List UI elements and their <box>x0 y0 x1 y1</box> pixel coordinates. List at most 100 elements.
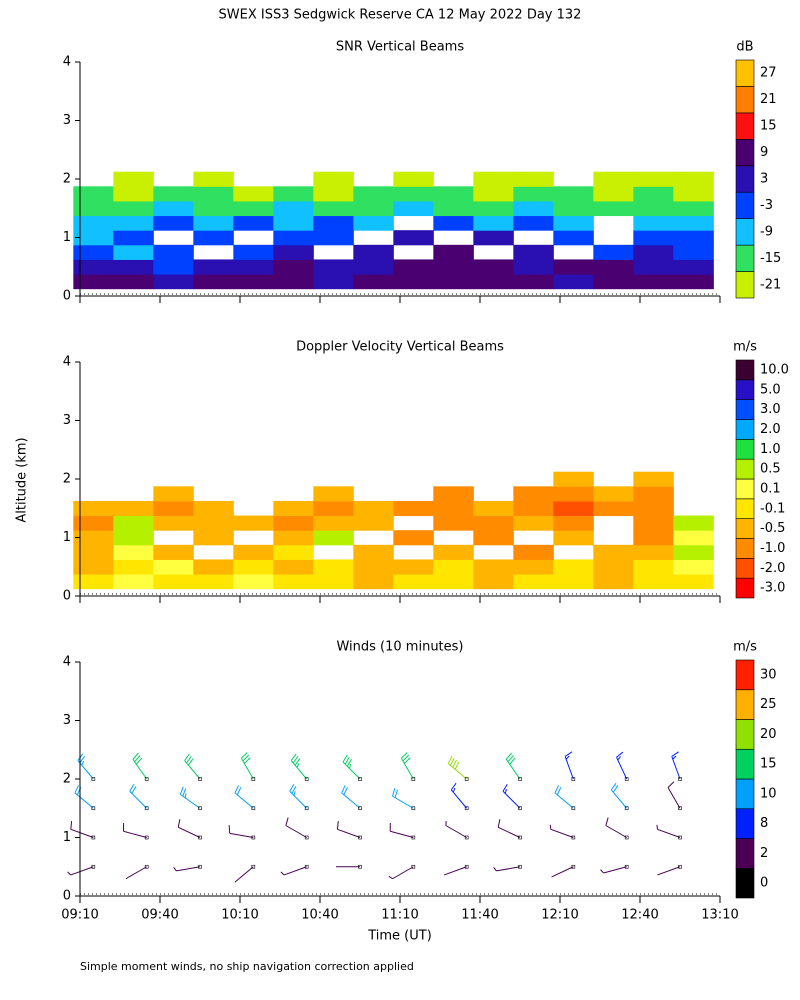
heat-cell <box>73 244 114 260</box>
heat-cell <box>553 515 594 531</box>
y-tick-label: 0 <box>63 289 71 304</box>
colorbar-label: -0.5 <box>760 521 785 536</box>
heat-cell <box>273 215 314 231</box>
colorbar-box <box>735 719 755 750</box>
barb-base <box>358 777 362 781</box>
barb-base <box>518 864 522 869</box>
heat-cell <box>553 486 594 502</box>
heat-cell <box>353 559 394 575</box>
heat-cell <box>673 574 714 590</box>
barb-base <box>411 864 416 869</box>
heat-cell <box>313 274 354 290</box>
heat-cell <box>273 515 314 531</box>
heat-cell <box>393 574 434 590</box>
wind-barb <box>341 785 361 809</box>
barb-base <box>304 806 309 811</box>
panel-title: Winds (10 minutes) <box>336 640 463 655</box>
footnote: Simple moment winds, no ship navigation … <box>80 960 414 973</box>
colorbar-unit: m/s <box>733 640 757 655</box>
heat-cell <box>553 559 594 575</box>
barb-base <box>571 835 576 840</box>
wind-barb <box>74 785 94 809</box>
wind-barb <box>447 755 467 780</box>
heat-cell <box>593 544 634 560</box>
heat-cell <box>193 559 234 575</box>
heat-cell <box>513 200 554 217</box>
heat-cell <box>473 230 514 246</box>
heat-cell <box>633 500 674 517</box>
barb-base <box>304 835 309 840</box>
heat-cell <box>193 215 234 231</box>
barb-base <box>358 835 362 840</box>
barb-base <box>91 864 96 869</box>
heat-cell <box>473 259 514 275</box>
heat-cell <box>233 200 274 217</box>
heat-cell <box>273 500 314 517</box>
x-tick-label: 12:10 <box>541 908 578 923</box>
heat-cell <box>193 200 234 217</box>
y-axis-label: Altitude (km) <box>15 437 30 522</box>
barb-base <box>518 835 522 840</box>
heat-cell <box>433 259 474 275</box>
colorbar-label: 15 <box>760 119 777 134</box>
colorbar-box <box>735 191 755 219</box>
wind-barb <box>549 824 574 838</box>
colorbar-label: 0.1 <box>760 481 781 496</box>
heat-cell <box>353 574 394 590</box>
heat-cell <box>513 574 554 590</box>
wind-barb <box>505 752 521 780</box>
colorbar-box <box>735 359 755 381</box>
heat-cell <box>513 500 554 517</box>
heat-cell <box>553 500 594 517</box>
y-tick-label: 4 <box>63 55 71 70</box>
heat-cell <box>153 259 194 275</box>
heat-cell <box>593 171 634 187</box>
heat-cell <box>513 186 554 202</box>
wind-barb <box>657 866 681 876</box>
heat-cell <box>273 259 314 275</box>
y-tick-label: 0 <box>63 889 71 904</box>
heat-cell <box>113 171 154 187</box>
wind-barb <box>667 781 681 809</box>
heat-cell <box>353 544 394 560</box>
heat-cell <box>313 500 354 517</box>
heat-cell <box>313 530 354 546</box>
barb-base <box>91 806 96 811</box>
heat-cell <box>513 274 554 290</box>
heat-cell <box>513 259 554 275</box>
heat-cell <box>433 515 474 531</box>
colorbar-box <box>735 399 755 420</box>
heat-cell <box>193 500 234 517</box>
heat-cell <box>113 215 154 231</box>
heat-cell <box>113 244 154 260</box>
y-tick-label: 2 <box>63 472 71 487</box>
wind-barb <box>173 866 201 872</box>
page-title: SWEX ISS3 Sedgwick Reserve CA 12 May 202… <box>219 8 582 23</box>
wind-barb <box>392 788 414 809</box>
colorbar-box <box>735 689 755 720</box>
colorbar-box <box>735 518 755 539</box>
heat-cell <box>633 530 674 546</box>
barb-base <box>411 777 416 781</box>
barb-base <box>251 777 256 781</box>
colorbar-label: 15 <box>760 757 777 772</box>
heat-cell <box>433 544 474 560</box>
barb-base <box>251 835 256 840</box>
y-tick-label: 4 <box>63 655 71 670</box>
heat-cell <box>553 186 594 202</box>
heat-cell <box>153 244 194 260</box>
heat-cell <box>393 274 434 290</box>
heat-cell <box>473 559 514 575</box>
heat-cell <box>633 471 674 487</box>
colorbar-label: -3 <box>760 198 773 213</box>
wind-barb <box>388 866 414 880</box>
heat-cell <box>553 274 594 290</box>
x-tick-label: 11:10 <box>381 908 418 923</box>
heat-cell <box>553 574 594 590</box>
heat-cell <box>113 259 154 275</box>
heat-cell <box>273 574 314 590</box>
colorbar-label: 1.0 <box>760 442 781 457</box>
heat-cell <box>353 186 394 202</box>
heat-cell <box>313 230 354 246</box>
